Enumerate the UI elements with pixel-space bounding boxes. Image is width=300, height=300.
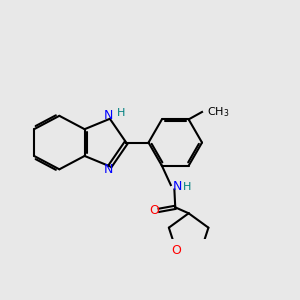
- Text: N: N: [104, 163, 113, 176]
- Text: CH$_3$: CH$_3$: [207, 105, 230, 119]
- Text: H: H: [117, 108, 125, 118]
- Text: N: N: [104, 109, 113, 122]
- Text: O: O: [149, 204, 159, 217]
- Text: N: N: [172, 180, 182, 193]
- Text: O: O: [172, 244, 181, 257]
- Text: H: H: [183, 182, 192, 191]
